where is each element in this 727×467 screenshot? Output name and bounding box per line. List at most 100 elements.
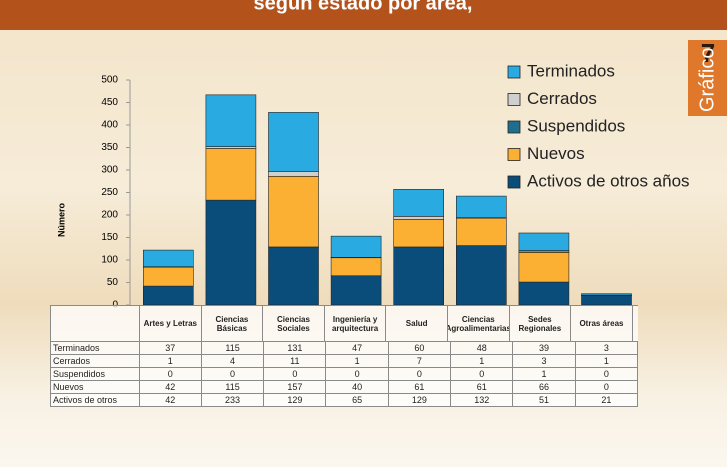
bar-segment	[268, 246, 319, 306]
table-cell: 157	[264, 381, 327, 393]
tab	[688, 40, 727, 116]
y-axis-label: Número	[56, 203, 66, 238]
table-cell: 51	[513, 394, 576, 406]
table-cell: 132	[451, 394, 514, 406]
y-tick-label: 400	[101, 120, 118, 131]
tab-number: 7	[701, 38, 715, 68]
bar-segment	[581, 293, 632, 296]
table-cell: 129	[264, 394, 327, 406]
table-cell: 0	[264, 368, 327, 380]
table-cell: 0	[576, 381, 638, 393]
legend-label: Activos de otros años	[527, 171, 690, 190]
y-tick-label: 450	[101, 97, 118, 108]
table-cell: 65	[326, 394, 389, 406]
bar-segment	[393, 219, 445, 248]
bar-segment	[455, 195, 507, 219]
legend-label: Nuevos	[527, 144, 585, 163]
bar-segment	[518, 232, 570, 251]
row-header: Nuevos	[50, 381, 140, 393]
column-header: Ciencias Básicas	[202, 306, 264, 341]
bar-segment	[205, 199, 257, 306]
table-cell: 129	[389, 394, 452, 406]
y-tick-label: 300	[101, 165, 118, 176]
table-cell: 0	[576, 368, 638, 380]
table-cell: 0	[326, 368, 389, 380]
tab-label: Gráfico	[696, 48, 718, 112]
legend-swatch	[507, 93, 521, 106]
row-header: Activos de otros años	[50, 394, 140, 406]
table-cell: 48	[451, 342, 514, 354]
table-row: Cerrados 1 4 11 1 7 1 3 1	[50, 355, 638, 368]
y-tick-label: 150	[101, 232, 118, 243]
bar-segment	[330, 235, 382, 258]
table-cell: 0	[451, 368, 514, 380]
column-header: Ingeniería y arquitectura	[325, 306, 387, 341]
data-table: Artes y Letras Ciencias Básicas Ciencias S…	[50, 305, 638, 407]
y-tick-label: 250	[101, 187, 118, 198]
column-header: Artes y Letras	[140, 306, 202, 341]
bar-segment	[393, 246, 445, 306]
table-cell: 1	[576, 355, 638, 367]
table-cell: 1	[326, 355, 389, 367]
y-tick-label: 350	[101, 142, 118, 153]
y-tick-label: 500	[101, 75, 118, 86]
table-cell: 42	[140, 381, 202, 393]
bar-segment	[268, 112, 319, 172]
table-cell: 115	[202, 381, 265, 393]
bar-segment	[268, 176, 319, 248]
y-tick-label: 200	[101, 210, 118, 221]
table-cell: 115	[202, 342, 265, 354]
bar-segment	[143, 285, 194, 306]
bar-segment	[268, 171, 319, 177]
column-header: Ciencias Sociales	[263, 306, 325, 341]
title: según estado por área,	[254, 0, 473, 14]
table-row: Suspendidos 0 0 0 0 0 0 1 0	[50, 368, 638, 381]
bar-segment	[455, 217, 507, 246]
table-cell: 42	[140, 394, 202, 406]
column-header: Otras áreas	[571, 306, 633, 341]
bar-segment	[205, 148, 257, 201]
bar-segment	[143, 249, 194, 268]
legend-swatch	[507, 65, 521, 79]
bar-segment	[330, 257, 382, 277]
corner-cell	[50, 306, 140, 341]
table-header: Artes y Letras Ciencias Básicas Ciencias S…	[50, 305, 638, 342]
table-cell: 60	[389, 342, 452, 354]
legend-swatch	[507, 148, 521, 161]
table-row: Activos de otros años4223312965129132512…	[50, 394, 638, 407]
table-cell: 1	[140, 355, 202, 367]
bar-segment	[518, 281, 570, 306]
row-header: Suspendidos	[50, 368, 140, 380]
table-cell: 1	[513, 368, 576, 380]
row-header: Terminados	[50, 342, 140, 354]
legend-swatch	[507, 120, 521, 134]
legend-swatch	[507, 175, 521, 189]
bar-segment	[143, 266, 194, 287]
y-tick-label: 100	[101, 255, 118, 266]
table-cell: 4	[202, 355, 265, 367]
table-cell: 3	[576, 342, 638, 354]
title-bar	[0, 0, 727, 30]
bar-segment	[518, 252, 570, 283]
table-cell: 131	[264, 342, 327, 354]
table-cell: 40	[326, 381, 389, 393]
table-cell: 47	[326, 342, 389, 354]
legend-label: Suspendidos	[527, 116, 625, 135]
table-cell: 233	[202, 394, 265, 406]
table-cell: 61	[389, 381, 452, 393]
column-header: Salud	[386, 306, 448, 341]
table-cell: 3	[513, 355, 576, 367]
bar-segment	[393, 216, 445, 220]
bar-segment	[205, 94, 257, 147]
table-cell: 11	[264, 355, 327, 367]
bar-segment	[581, 295, 632, 306]
column-header: Sedes Regionales	[510, 306, 572, 341]
legend-label: Terminados	[527, 61, 615, 80]
table-cell: 0	[140, 368, 202, 380]
row-header: Cerrados	[50, 355, 140, 367]
y-tick-label: 50	[107, 277, 119, 288]
table-cell: 0	[202, 368, 265, 380]
bar-segment	[330, 275, 382, 306]
